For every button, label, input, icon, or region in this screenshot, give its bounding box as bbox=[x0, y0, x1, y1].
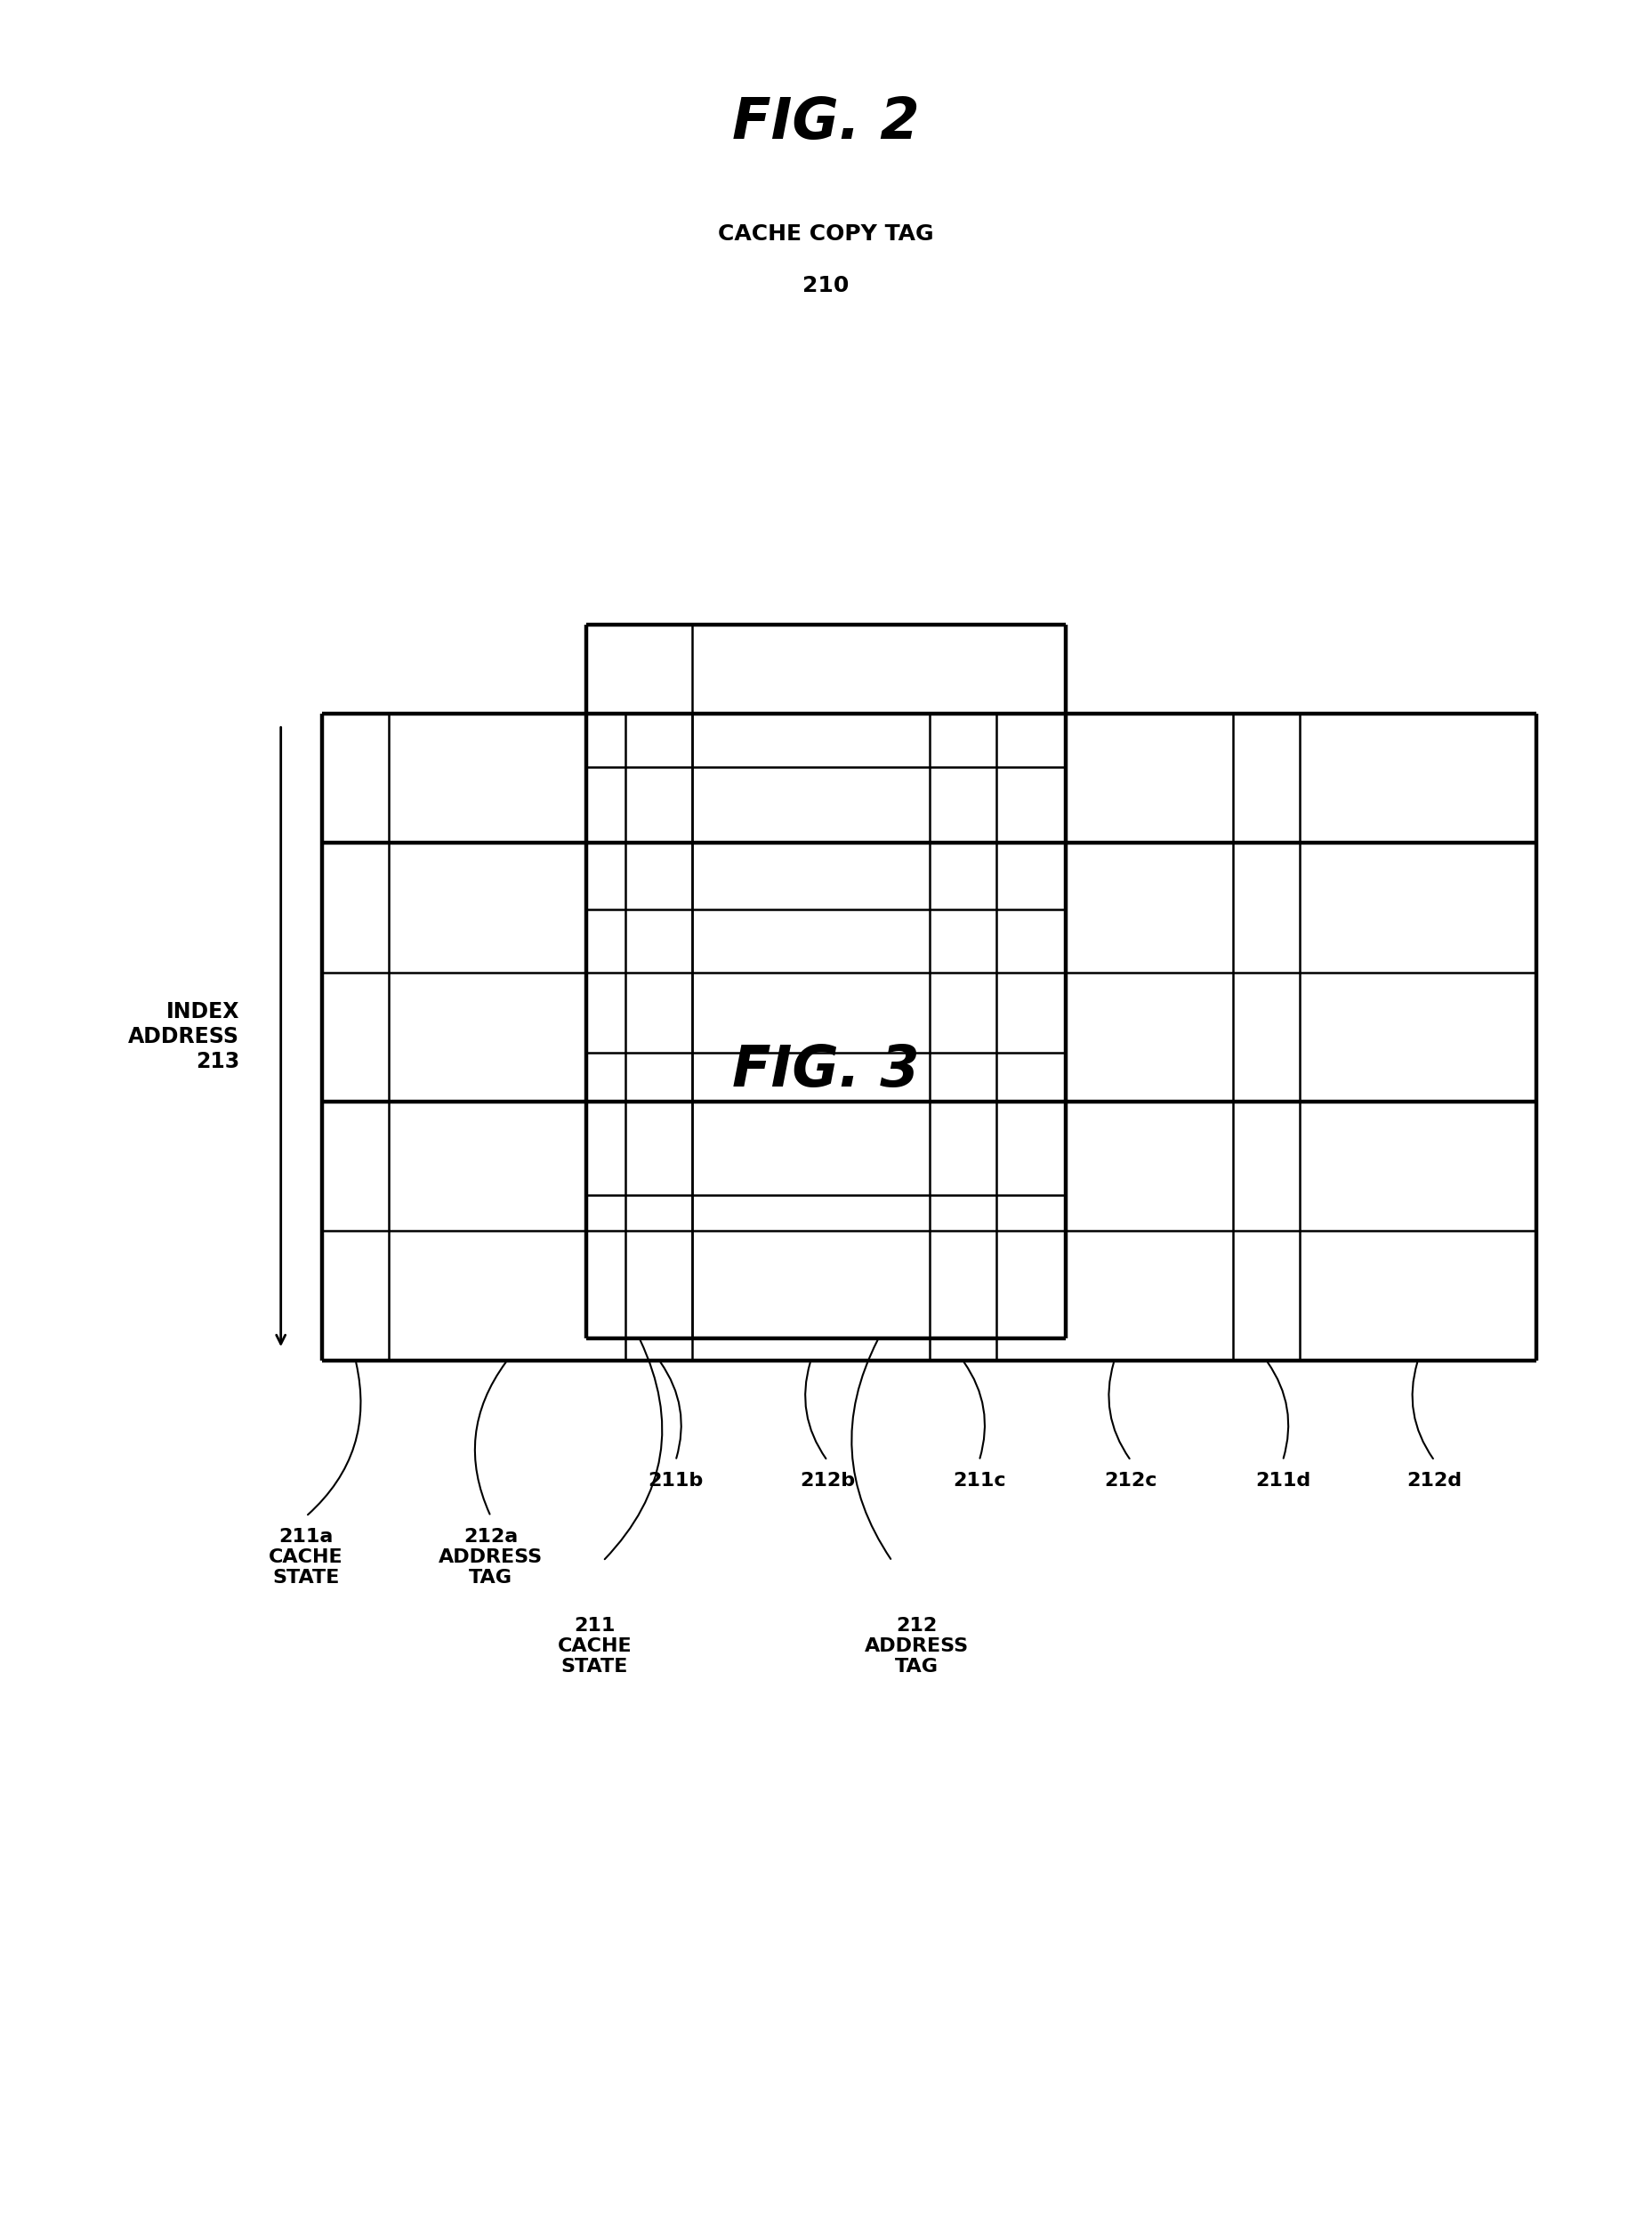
Text: 211d: 211d bbox=[1256, 1472, 1310, 1490]
Text: 212d: 212d bbox=[1408, 1472, 1462, 1490]
Text: INDEX
ADDRESS
213: INDEX ADDRESS 213 bbox=[129, 1001, 240, 1073]
Text: 212b: 212b bbox=[800, 1472, 856, 1490]
Text: 211c: 211c bbox=[953, 1472, 1006, 1490]
Text: 212
ADDRESS
TAG: 212 ADDRESS TAG bbox=[864, 1617, 970, 1675]
Text: 211a
CACHE
STATE: 211a CACHE STATE bbox=[269, 1528, 344, 1586]
Text: 212a
ADDRESS
TAG: 212a ADDRESS TAG bbox=[439, 1528, 544, 1586]
Text: 210: 210 bbox=[803, 274, 849, 297]
Text: FIG. 3: FIG. 3 bbox=[732, 1044, 920, 1097]
Text: FIG. 2: FIG. 2 bbox=[732, 96, 920, 149]
Text: 211b: 211b bbox=[648, 1472, 704, 1490]
Text: 212c: 212c bbox=[1105, 1472, 1158, 1490]
Text: CACHE COPY TAG: CACHE COPY TAG bbox=[719, 223, 933, 245]
Text: 211
CACHE
STATE: 211 CACHE STATE bbox=[557, 1617, 633, 1675]
